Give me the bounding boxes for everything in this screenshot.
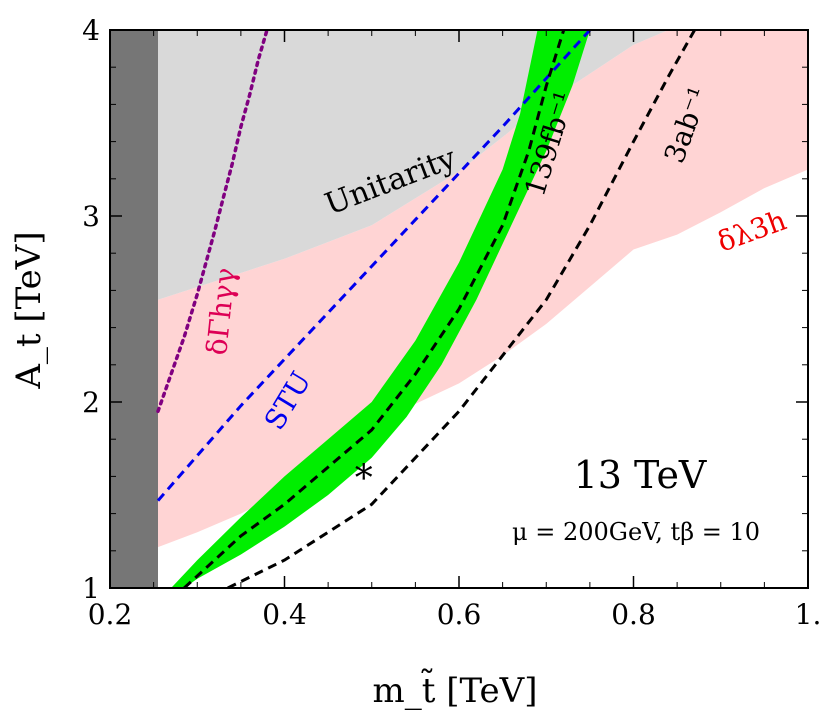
y-tick-label-2: 3 (82, 200, 100, 233)
series-line-0 (156, 30, 269, 414)
x-tick-label-4: 1. (795, 598, 822, 631)
x-tick-label-2: 0.6 (437, 598, 482, 631)
y-tick-label-3: 4 (82, 14, 100, 47)
x-tick-label-3: 0.8 (611, 598, 656, 631)
y-tick-label-1: 2 (82, 386, 100, 419)
x-tick-label-0: 0.2 (88, 598, 133, 631)
params-label: μ = 200GeV, tβ = 10 (512, 518, 760, 546)
lambda3h-label: δλ3h (713, 203, 790, 258)
region-2 (158, 30, 808, 548)
series-line-3 (227, 30, 696, 588)
plot-frame (109, 29, 809, 589)
marker-star: * (355, 458, 373, 499)
region-0 (110, 30, 158, 588)
series-line-1 (156, 30, 592, 502)
y-tick-label-0: 1 (82, 572, 100, 605)
region-3 (171, 30, 590, 588)
x-tick-label-1: 0.4 (262, 598, 307, 631)
series-layer (156, 30, 696, 588)
regions-layer (110, 30, 808, 588)
tick-labels-layer: 0.2 0.4 0.6 0.8 1. 1 2 3 4 (82, 14, 821, 631)
y-axis-title: A_t [TeV] (9, 231, 49, 389)
series-line-2 (183, 30, 566, 588)
x-axis-title: m_t̃ [TeV] (373, 668, 538, 711)
energy-label: 13 TeV (574, 453, 707, 497)
